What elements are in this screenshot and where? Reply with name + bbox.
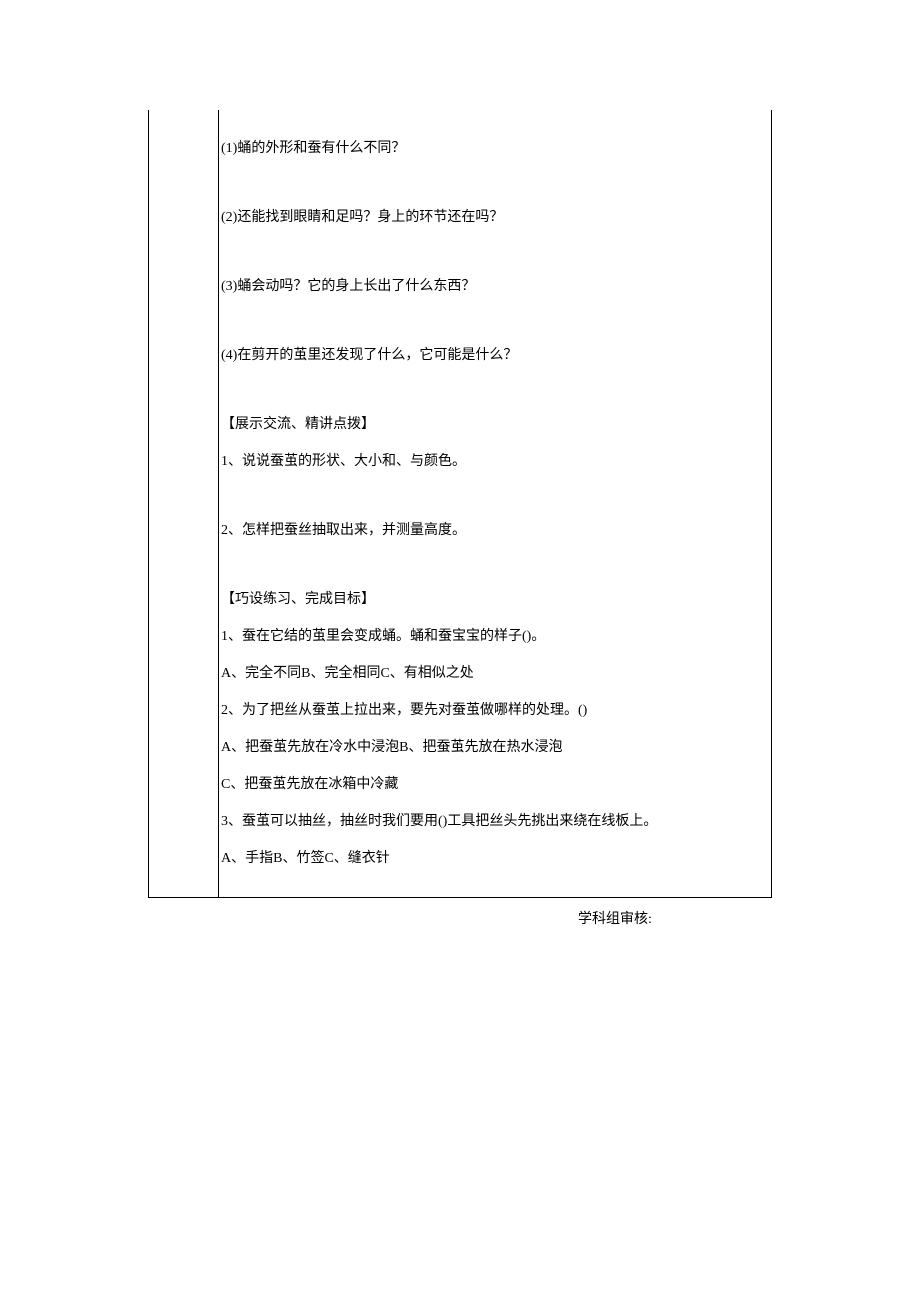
section2-q2-options-c: C、把蚕茧先放在冰箱中冷藏 bbox=[221, 774, 769, 795]
question-1: (1)蛹的外形和蚕有什么不同？ bbox=[221, 138, 769, 159]
table-right-column: (1)蛹的外形和蚕有什么不同？ (2)还能找到眼睛和足吗？身上的环节还在吗？ (… bbox=[219, 110, 771, 897]
section2-q1-options: A、完全不同B、完全相同C、有相似之处 bbox=[221, 663, 769, 684]
section2-q3-options: A、手指B、竹签C、缝衣针 bbox=[221, 848, 769, 869]
section1-header: 【展示交流、精讲点拨】 bbox=[221, 414, 769, 435]
section2-header: 【巧设练习、完成目标】 bbox=[221, 589, 769, 610]
section1-item2: 2、怎样把蚕丝抽取出来，并测量高度。 bbox=[221, 520, 769, 541]
section2-q3: 3、蚕茧可以抽丝，抽丝时我们要用()工具把丝头先挑出来绕在线板上。 bbox=[221, 811, 769, 832]
section1-item1: 1、说说蚕茧的形状、大小和、与颜色。 bbox=[221, 451, 769, 472]
table-wrapper: (1)蛹的外形和蚕有什么不同？ (2)还能找到眼睛和足吗？身上的环节还在吗？ (… bbox=[148, 110, 772, 898]
table-left-column bbox=[149, 110, 219, 897]
question-3: (3)蛹会动吗？它的身上长出了什么东西？ bbox=[221, 276, 769, 297]
question-4: (4)在剪开的茧里还发现了什么，它可能是什么？ bbox=[221, 345, 769, 366]
section2-q2-options-ab: A、把蚕茧先放在冷水中浸泡B、把蚕茧先放在热水浸泡 bbox=[221, 737, 769, 758]
footer-text: 学科组审核: bbox=[148, 908, 772, 928]
section2-q2: 2、为了把丝从蚕茧上拉出来，要先对蚕茧做哪样的处理。() bbox=[221, 700, 769, 721]
page-container: (1)蛹的外形和蚕有什么不同？ (2)还能找到眼睛和足吗？身上的环节还在吗？ (… bbox=[0, 0, 920, 928]
section2-q1: 1、蚕在它结的茧里会变成蛹。蛹和蚕宝宝的样子()。 bbox=[221, 626, 769, 647]
question-2: (2)还能找到眼睛和足吗？身上的环节还在吗？ bbox=[221, 207, 769, 228]
